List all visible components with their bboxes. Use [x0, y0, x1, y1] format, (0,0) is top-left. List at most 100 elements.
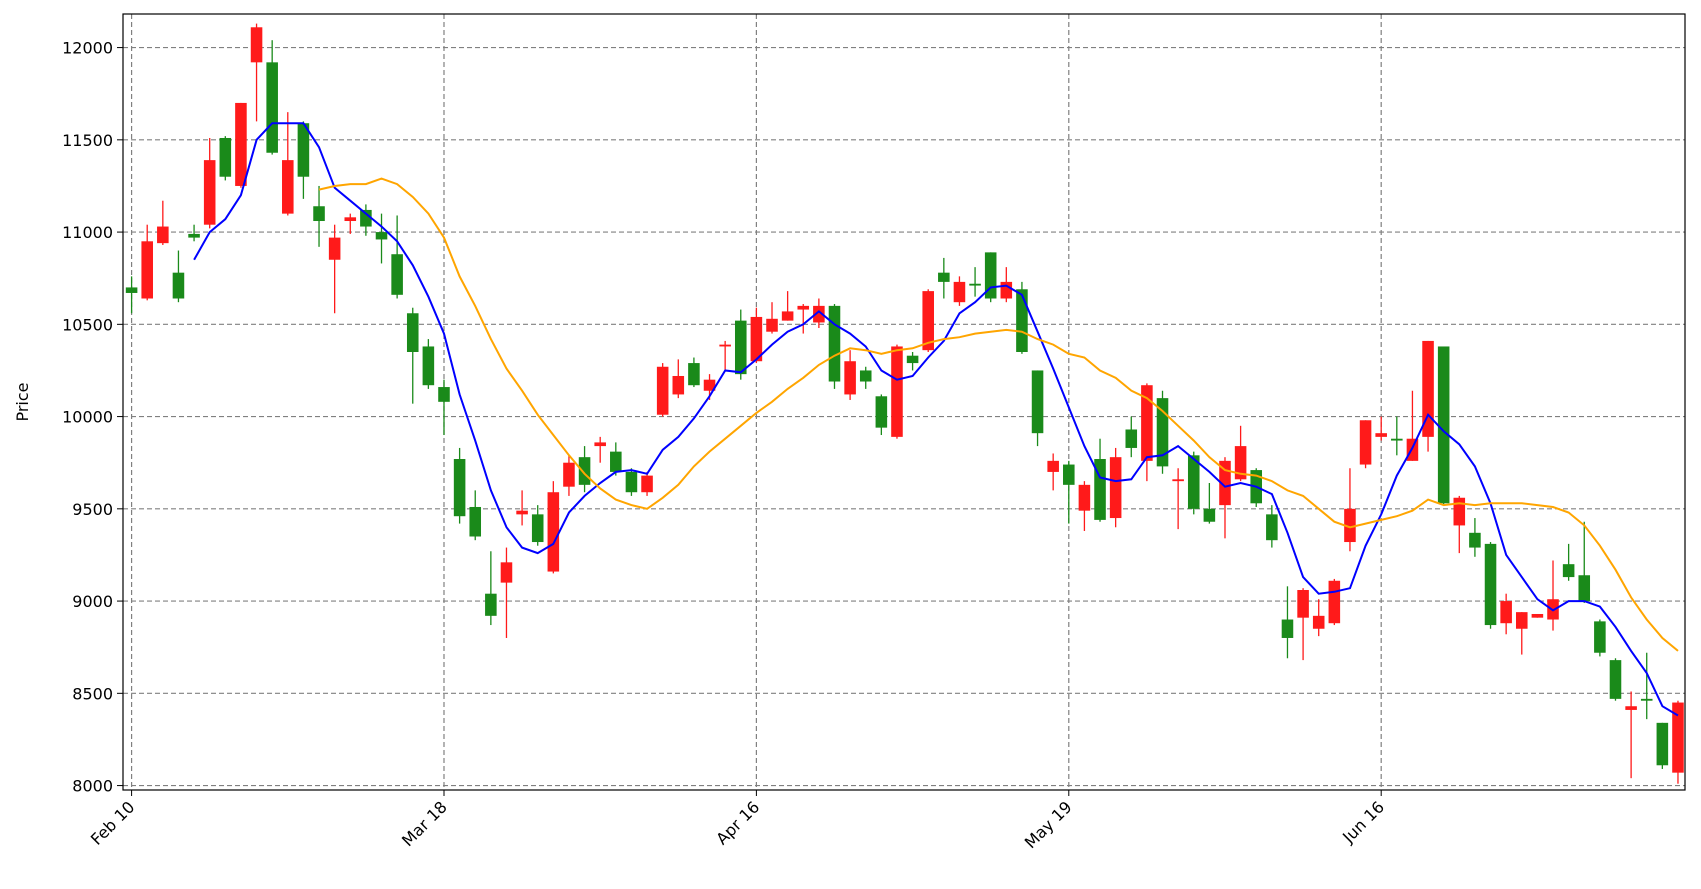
candle-body [1328, 580, 1341, 624]
candle-body [1500, 601, 1512, 624]
candle-body [453, 459, 466, 517]
moving-average-line [318, 177, 1679, 652]
candle-body [672, 375, 685, 395]
candle-body [781, 311, 794, 321]
candle-body [641, 475, 653, 493]
candle-body [422, 346, 435, 386]
candle-body [1640, 698, 1653, 701]
candle-body [1562, 564, 1575, 578]
candle-body [938, 272, 950, 282]
candle-body [282, 160, 294, 214]
candle-body [969, 283, 981, 286]
plot-frame [122, 13, 1686, 791]
candle-body [375, 232, 388, 240]
candle-body [828, 305, 841, 382]
candle-body [125, 287, 138, 293]
y-tick-label: 11500 [62, 131, 113, 150]
candle-body [1266, 514, 1278, 541]
candle-body [1203, 508, 1216, 522]
candle-body [719, 344, 731, 347]
candle-body [1125, 429, 1138, 448]
candle-body [1000, 281, 1013, 299]
candle-body [297, 123, 310, 177]
candle-body [953, 281, 966, 303]
candle-body [547, 492, 560, 572]
candle-body [610, 451, 622, 472]
x-tick-label: May 19 [1021, 797, 1076, 852]
y-tick-label: 8000 [72, 777, 113, 796]
candle-body [203, 160, 216, 225]
candle-body [250, 27, 263, 63]
candle-body [172, 272, 185, 299]
candle-body [344, 217, 357, 222]
candle-body [1515, 612, 1528, 629]
candle-body [516, 510, 528, 515]
candle-body [1469, 532, 1481, 548]
candle-body [1531, 613, 1544, 618]
candle-body [1234, 446, 1247, 480]
y-tick-label: 9500 [72, 500, 113, 519]
candle-body [578, 457, 591, 485]
candle-body [563, 462, 575, 487]
candle-body [1094, 459, 1106, 520]
candle-body [1578, 575, 1591, 602]
candle-body [891, 346, 903, 437]
candle-body [1109, 457, 1122, 519]
candle-body [984, 252, 997, 299]
candle-body [797, 305, 810, 310]
candle-body [859, 370, 872, 382]
candle-body [656, 366, 669, 415]
candle-body [625, 471, 638, 493]
candle-body [1281, 619, 1294, 638]
candle-body [438, 387, 450, 402]
candle-body [1672, 702, 1684, 773]
y-tick-label: 8500 [72, 684, 113, 703]
candle-body [1078, 484, 1091, 511]
candle-body [688, 363, 700, 386]
candle-body [1156, 398, 1169, 467]
candle-body [500, 562, 513, 583]
candle-body [766, 318, 778, 332]
candle-body [703, 379, 716, 391]
candle-body [141, 241, 153, 299]
candle-body [1625, 706, 1637, 710]
candle-body [235, 102, 247, 186]
candle-body [750, 316, 763, 362]
candle-body [1312, 615, 1325, 629]
candle-body [1016, 289, 1028, 353]
y-tick-label: 10000 [62, 408, 113, 427]
y-axis-label: Price [13, 382, 32, 421]
y-tick-label: 9000 [72, 592, 113, 611]
candle-body [1391, 438, 1403, 441]
candle-body [157, 226, 169, 244]
candle-body [813, 305, 825, 323]
candle-body [1063, 464, 1075, 485]
candle-body [906, 355, 919, 364]
y-tick-label: 11000 [62, 223, 113, 242]
candle-body [485, 593, 497, 616]
candle-body [531, 514, 544, 543]
candle-body [469, 506, 482, 537]
candle-body [1359, 420, 1372, 465]
candle-body [188, 233, 200, 238]
candle-body [734, 320, 747, 375]
candle-body [1297, 590, 1309, 618]
candle-body [313, 206, 325, 222]
candle-body [1656, 722, 1669, 766]
candle-body [391, 254, 403, 295]
candle-body [1453, 497, 1466, 526]
candle-body [1422, 340, 1434, 437]
candle-body [844, 361, 856, 395]
candle-body [1484, 543, 1497, 626]
candle-body [922, 291, 934, 351]
moving-average-line [193, 122, 1679, 717]
candle-body [1141, 385, 1153, 461]
candle-body [1609, 660, 1622, 699]
candle-body [360, 209, 372, 227]
x-tick-label: Apr 16 [712, 797, 763, 848]
x-tick-label: Mar 18 [398, 797, 451, 850]
x-tick-label: Jun 16 [1338, 797, 1388, 847]
candle-body [1031, 370, 1044, 434]
candle-body [328, 237, 341, 260]
